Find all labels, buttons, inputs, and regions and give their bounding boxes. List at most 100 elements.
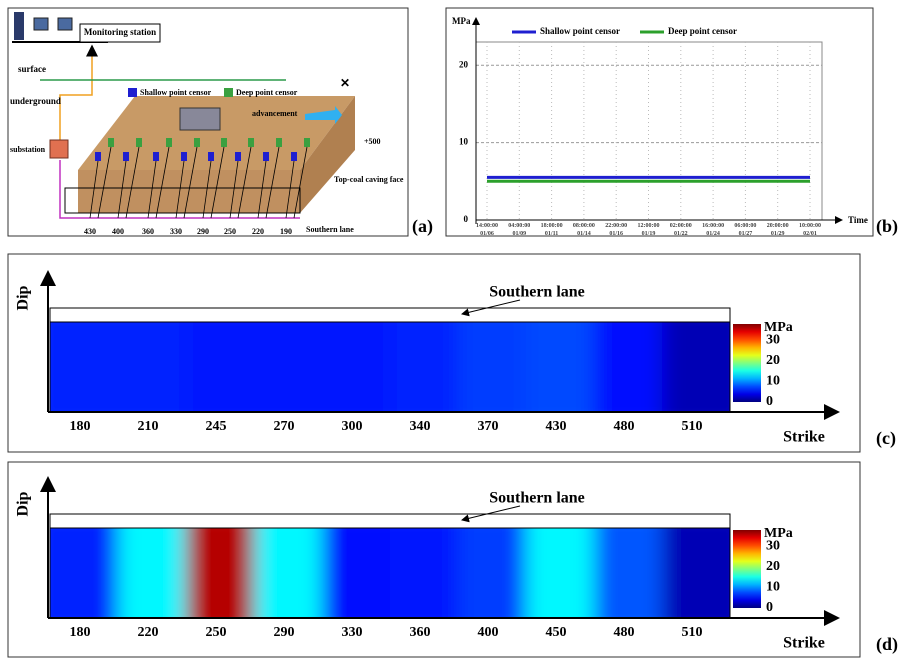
- y-axis-label: Dip: [15, 491, 32, 516]
- position-label: 360: [142, 227, 154, 236]
- x-tick-label: 220: [138, 625, 159, 640]
- colorbar-tick-label: 10: [766, 580, 780, 595]
- colorbar-tick-label: 0: [766, 394, 773, 409]
- colorbar: [733, 324, 761, 402]
- shallow-legend: Shallow point censor: [140, 88, 212, 97]
- deep-sensor: [221, 138, 227, 147]
- colorbar-tick-label: 10: [766, 374, 780, 389]
- x-tick-label: 510: [682, 419, 703, 434]
- caving-face-label: Top-coal caving face: [334, 175, 404, 184]
- surface-label: surface: [18, 64, 46, 74]
- underground-label: underground: [10, 96, 61, 106]
- signal-line: [60, 46, 92, 140]
- x-axis-label: Strike: [783, 429, 825, 446]
- x-tick-label: 245: [206, 419, 227, 434]
- y-axis-label: Dip: [15, 285, 32, 310]
- legend-marker: [224, 88, 233, 97]
- x-tick-label: 250: [206, 625, 227, 640]
- lane-label: Southern lane: [306, 225, 354, 234]
- advancement-label: advancement: [252, 109, 298, 118]
- position-label: 330: [170, 227, 182, 236]
- x-tick-label: 400: [478, 625, 499, 640]
- x-tick-label: 430: [546, 419, 567, 434]
- panel-label: (b): [876, 216, 898, 237]
- x-tick-label: 180: [70, 419, 91, 434]
- shallow-sensor: [235, 152, 241, 161]
- x-tick-label: 480: [614, 419, 635, 434]
- substation-icon: [50, 140, 68, 158]
- panel-label: (a): [412, 216, 433, 237]
- shallow-sensor: [263, 152, 269, 161]
- shallow-sensor: [291, 152, 297, 161]
- figure: Monitoring station surface underground s…: [0, 0, 913, 658]
- colorbar-tick-label: 20: [766, 353, 780, 368]
- colorbar-tick-label: 20: [766, 559, 780, 574]
- deep-sensor: [166, 138, 172, 147]
- x-tick-label: 450: [546, 625, 567, 640]
- x-tick-label: 180: [70, 625, 91, 640]
- lane-strip: [50, 308, 730, 322]
- deep-sensor: [108, 138, 114, 147]
- x-tick-label: 510: [682, 625, 703, 640]
- y-tick-label: 10: [459, 137, 469, 147]
- deep-sensor: [248, 138, 254, 147]
- deep-sensor: [136, 138, 142, 147]
- pc-icon: [58, 18, 72, 30]
- station-label: Monitoring station: [84, 27, 156, 37]
- y-axis-label: MPa: [452, 16, 471, 26]
- x-tick-label: 18:00:0001/11: [541, 223, 563, 237]
- y-tick-label: 20: [459, 59, 469, 69]
- deep-sensor: [304, 138, 310, 147]
- shallow-sensor: [123, 152, 129, 161]
- x-tick-label: 08:00:0001/14: [573, 223, 595, 237]
- annotation: Southern lane: [489, 284, 585, 301]
- compass: ✕: [340, 76, 350, 90]
- annotation: Southern lane: [489, 490, 585, 507]
- x-tick-label: 290: [274, 625, 295, 640]
- position-label: 190: [280, 227, 292, 236]
- colorbar-tick-label: 0: [766, 600, 773, 615]
- deep-sensor: [276, 138, 282, 147]
- server-icon: [14, 12, 24, 40]
- colorbar-tick-label: 30: [766, 333, 780, 348]
- position-label: 220: [252, 227, 264, 236]
- shallow-sensor: [95, 152, 101, 161]
- position-label: 290: [197, 227, 209, 236]
- x-axis-label: Time: [848, 215, 868, 225]
- x-tick-label: 300: [342, 419, 363, 434]
- x-axis-label: Strike: [783, 635, 825, 652]
- x-tick-label: 360: [410, 625, 431, 640]
- deep-sensor: [194, 138, 200, 147]
- colorbar-tick-label: 30: [766, 539, 780, 554]
- legend-marker: [128, 88, 137, 97]
- pc-icon: [34, 18, 48, 30]
- colorbar: [733, 530, 761, 608]
- position-label: 250: [224, 227, 236, 236]
- shallow-sensor: [153, 152, 159, 161]
- position-label: 430: [84, 227, 96, 236]
- x-tick-label: 340: [410, 419, 431, 434]
- position-label: 400: [112, 227, 124, 236]
- x-tick-label: 270: [274, 419, 295, 434]
- lane-strip: [50, 514, 730, 528]
- x-tick-label: 480: [614, 625, 635, 640]
- shallow-sensor: [181, 152, 187, 161]
- panel-label: (d): [876, 634, 898, 655]
- substation-label: substation: [10, 145, 46, 154]
- legend-label: Shallow point censor: [540, 26, 620, 36]
- x-tick-label: 370: [478, 419, 499, 434]
- elevation-label: +500: [364, 137, 381, 146]
- photo-inset: [180, 108, 220, 130]
- x-tick-label: 16:00:0001/24: [702, 223, 724, 237]
- x-tick-label: 04:00:0001/09: [508, 223, 530, 237]
- diagram-panel: Monitoring station surface underground s…: [8, 8, 433, 237]
- shallow-sensor: [208, 152, 214, 161]
- x-tick-label: 10:00:0002/01: [799, 223, 821, 237]
- deep-legend: Deep point censor: [236, 88, 298, 97]
